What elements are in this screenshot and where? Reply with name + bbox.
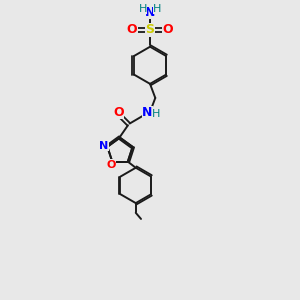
Text: N: N (145, 6, 155, 19)
Text: H: H (153, 4, 162, 14)
Text: O: O (106, 160, 116, 170)
Text: H: H (138, 4, 147, 14)
Text: N: N (99, 141, 109, 151)
Text: O: O (163, 23, 173, 37)
Text: O: O (113, 106, 124, 118)
Text: N: N (142, 106, 152, 119)
Text: O: O (127, 23, 137, 37)
Text: S: S (146, 23, 154, 37)
Text: H: H (152, 109, 161, 119)
